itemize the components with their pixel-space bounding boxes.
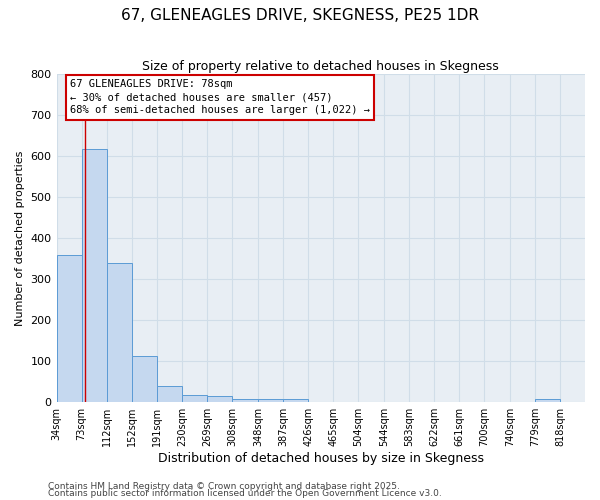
- X-axis label: Distribution of detached houses by size in Skegness: Distribution of detached houses by size …: [158, 452, 484, 465]
- Bar: [82, 149, 107, 402]
- Bar: [535, 399, 560, 402]
- Text: 67, GLENEAGLES DRIVE, SKEGNESS, PE25 1DR: 67, GLENEAGLES DRIVE, SKEGNESS, PE25 1DR: [121, 8, 479, 22]
- Bar: [107, 263, 133, 402]
- Bar: [56, 254, 82, 402]
- Text: Contains HM Land Registry data © Crown copyright and database right 2025.: Contains HM Land Registry data © Crown c…: [48, 482, 400, 491]
- Title: Size of property relative to detached houses in Skegness: Size of property relative to detached ho…: [142, 60, 499, 73]
- Text: 67 GLENEAGLES DRIVE: 78sqm
← 30% of detached houses are smaller (457)
68% of sem: 67 GLENEAGLES DRIVE: 78sqm ← 30% of deta…: [70, 79, 370, 116]
- Bar: [258, 399, 283, 402]
- Bar: [208, 396, 232, 402]
- Text: Contains public sector information licensed under the Open Government Licence v3: Contains public sector information licen…: [48, 490, 442, 498]
- Bar: [182, 395, 208, 402]
- Y-axis label: Number of detached properties: Number of detached properties: [15, 150, 25, 326]
- Bar: [157, 386, 182, 402]
- Bar: [133, 356, 157, 402]
- Bar: [283, 399, 308, 402]
- Bar: [232, 399, 258, 402]
